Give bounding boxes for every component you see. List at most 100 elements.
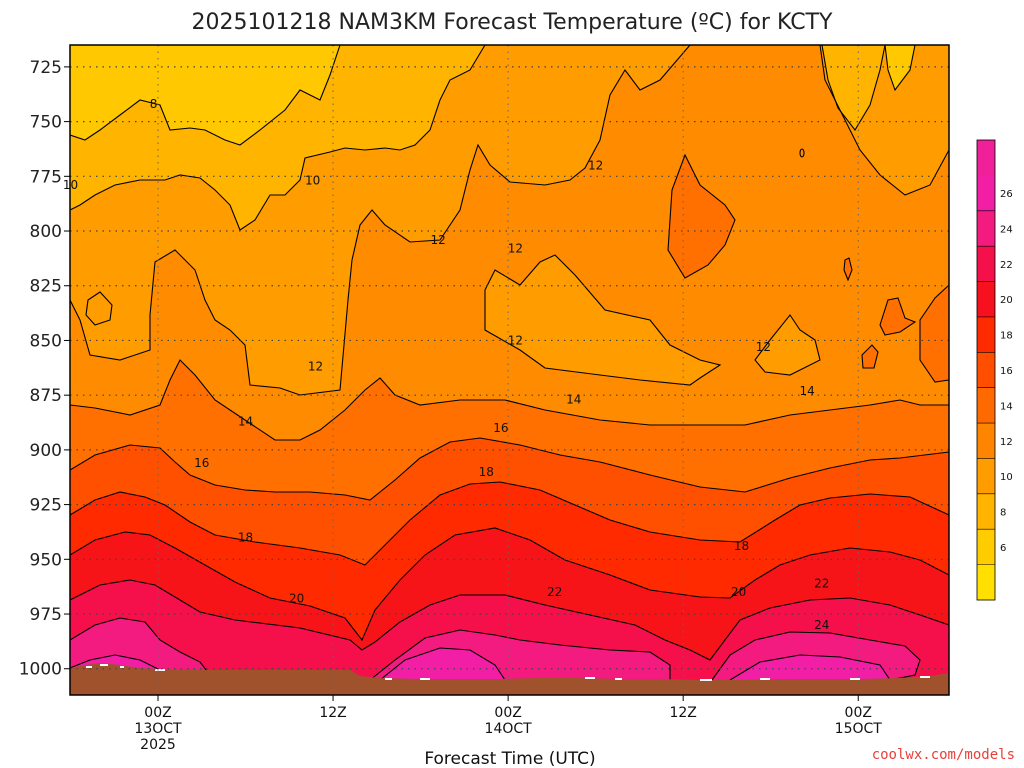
contour-12-lobe-right xyxy=(754,314,821,376)
colorbar-segment xyxy=(977,423,995,459)
x-tick-label: 00Z xyxy=(494,705,521,721)
contour-10 xyxy=(70,45,486,231)
colorbar-tick-label: 8 xyxy=(1000,508,1006,519)
colorbar-segment xyxy=(977,458,995,495)
contour-label: 18 xyxy=(734,539,749,553)
contour-island-a xyxy=(879,297,917,336)
grid-lines xyxy=(70,45,949,695)
y-tick-label: 775 xyxy=(30,167,62,187)
contour-label: 18 xyxy=(238,530,253,544)
chart-title: 2025101218 NAM3KM Forecast Temperature (… xyxy=(192,10,833,35)
contour-12-right xyxy=(819,45,949,196)
temperature-field xyxy=(70,45,949,695)
contour-label: 12 xyxy=(508,242,523,256)
contour-label: 16 xyxy=(194,456,209,470)
band-12-lobe-right xyxy=(755,315,820,375)
y-tick-label: 925 xyxy=(30,496,62,516)
x-tick-label: 2025 xyxy=(140,737,176,753)
contour-10-right xyxy=(821,45,886,131)
contour-island-b xyxy=(919,284,949,383)
contour-label: 12 xyxy=(508,333,523,347)
colorbar-tick-label: 24 xyxy=(1000,224,1013,235)
colorbar-segment xyxy=(977,387,995,424)
colorbar-tick-label: 20 xyxy=(1000,295,1013,306)
contour-island-c xyxy=(861,344,879,369)
contour-island-d xyxy=(843,257,853,282)
x-tick-label: 14OCT xyxy=(485,721,533,737)
contour-label: 18 xyxy=(479,465,494,479)
contour-22 xyxy=(70,579,949,661)
colorbar-segment xyxy=(977,352,995,389)
colorbar-segment xyxy=(977,529,995,566)
band-above-26-mid xyxy=(380,648,505,680)
contour-label: 20 xyxy=(731,585,746,599)
contour-label: 20 xyxy=(289,592,304,606)
contour-warm-island xyxy=(667,153,736,279)
y-axis: 725 750 775 800 825 850 875 900 925 950 975 1000 xyxy=(19,58,70,680)
contour-label: 24 xyxy=(814,618,829,632)
credit-text: coolwx.com/models xyxy=(872,747,1015,763)
contour-label: 10 xyxy=(305,174,320,188)
colorbar-segment xyxy=(977,564,995,601)
x-tick-label: 15OCT xyxy=(835,721,883,737)
x-tick-label: 13OCT xyxy=(134,721,182,737)
colorbar-segment xyxy=(977,246,995,283)
contour-label: 12 xyxy=(756,340,771,354)
colorbar-tick-label: 12 xyxy=(1000,437,1013,448)
y-tick-label: 750 xyxy=(30,113,62,133)
colorbar-segment xyxy=(977,175,995,212)
contour-16 xyxy=(70,437,949,501)
colorbar-tick-label: 10 xyxy=(1000,472,1013,483)
contour-label: 8 xyxy=(150,97,158,111)
band-above-26-right xyxy=(730,655,890,680)
x-tick-label: 00Z xyxy=(845,705,872,721)
colorbar-segment xyxy=(977,493,995,530)
band-below-8-b xyxy=(885,45,915,90)
y-tick-label: 850 xyxy=(30,331,62,351)
cool-island-left xyxy=(86,292,112,325)
warm-island-small-c xyxy=(862,345,878,368)
contour-label: 14 xyxy=(566,393,581,407)
plot-frame xyxy=(69,44,950,696)
contour-26-right xyxy=(729,654,891,681)
colorbar-tick-label: 18 xyxy=(1000,331,1013,342)
contour-dot xyxy=(799,148,805,158)
y-tick-label: 725 xyxy=(30,58,62,78)
colorbar-tick-label: 26 xyxy=(1000,189,1013,200)
contour-island-e xyxy=(85,291,113,326)
contour-label: 14 xyxy=(800,384,815,398)
contour-24-mid xyxy=(369,629,671,681)
y-tick-label: 825 xyxy=(30,277,62,297)
colorbar-segment xyxy=(977,140,995,176)
colorbar-segment xyxy=(977,316,995,353)
warm-island xyxy=(668,155,735,278)
y-tick-label: 900 xyxy=(30,441,62,461)
contour-8 xyxy=(70,45,341,146)
band-8-10-right xyxy=(822,45,885,130)
y-tick-label: 950 xyxy=(30,550,62,570)
x-axis-label: Forecast Time (UTC) xyxy=(424,749,595,768)
contour-label: 12 xyxy=(308,360,323,374)
y-tick-label: 975 xyxy=(30,605,62,625)
contour-14 xyxy=(70,359,949,441)
colorbar-tick-label: 22 xyxy=(1000,260,1013,271)
colorbar-tick-label: 14 xyxy=(1000,401,1013,412)
warm-island-small-a xyxy=(880,298,915,335)
colorbar-tick-label: 6 xyxy=(1000,543,1006,554)
y-tick-label: 875 xyxy=(30,386,62,406)
band-12-lobe xyxy=(485,255,720,385)
contour-label: 12 xyxy=(430,233,445,247)
contour-label: 16 xyxy=(493,421,508,435)
colorbar-segment xyxy=(977,210,995,247)
contour-8-right xyxy=(884,45,916,92)
colorbar-tick-label: 16 xyxy=(1000,366,1013,377)
contour-26-left xyxy=(70,654,161,671)
x-tick-label: 12Z xyxy=(319,705,346,721)
y-tick-label: 1000 xyxy=(19,660,62,680)
colorbar-frame xyxy=(976,139,996,601)
warm-island-small-b xyxy=(920,285,949,382)
contour-12-lobe xyxy=(484,254,722,386)
